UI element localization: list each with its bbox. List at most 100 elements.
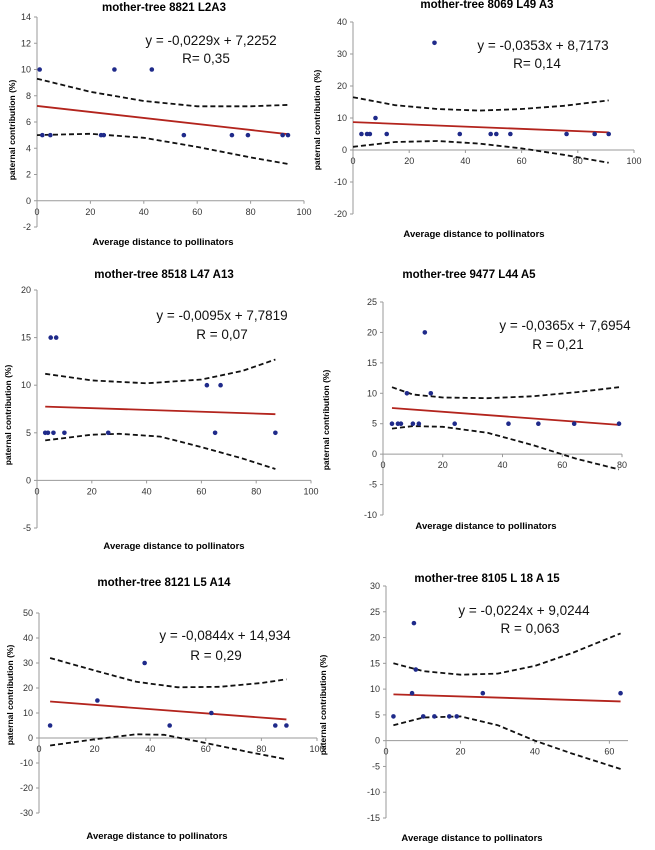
y-tick-label: 0 xyxy=(26,475,31,485)
confidence-band-upper xyxy=(391,386,620,400)
x-tick-label: 100 xyxy=(626,156,641,166)
x-tick-label: 20 xyxy=(455,747,465,757)
x-tick-label: 20 xyxy=(87,486,97,496)
data-point xyxy=(506,421,511,427)
y-tick-label: 20 xyxy=(367,327,377,337)
data-point xyxy=(409,690,415,696)
y-tick-label: 40 xyxy=(337,17,347,27)
confidence-band-lower xyxy=(45,432,276,470)
y-axis-label: paternal contribution (%) xyxy=(3,364,13,466)
y-tick-label: 30 xyxy=(23,658,33,668)
y-axis-label: paternal contribution (%) xyxy=(312,69,322,171)
x-axis-label: Average distance to pollinators xyxy=(403,229,545,240)
regression-line xyxy=(352,121,609,134)
y-tick-label: -20 xyxy=(20,783,33,793)
data-point xyxy=(373,115,378,121)
data-point xyxy=(446,714,452,719)
data-point xyxy=(273,430,278,436)
correlation-label: R = 0,21 xyxy=(532,337,584,352)
correlation-label: R = 0,063 xyxy=(500,621,560,636)
data-point xyxy=(45,430,51,436)
confidence-band-upper xyxy=(352,96,609,112)
x-tick-label: 80 xyxy=(256,744,266,754)
data-point xyxy=(212,430,218,436)
correlation-label: R= 0,35 xyxy=(182,51,230,66)
data-point xyxy=(280,132,285,138)
y-tick-label: 15 xyxy=(370,658,380,668)
regression-line xyxy=(393,693,621,703)
y-tick-label: -5 xyxy=(23,523,31,533)
data-point xyxy=(142,660,147,666)
x-tick-label: 60 xyxy=(201,744,211,754)
data-point xyxy=(37,67,42,72)
data-point xyxy=(454,714,460,719)
y-tick-label: 10 xyxy=(337,113,347,123)
data-point xyxy=(422,330,428,335)
x-tick-label: 100 xyxy=(296,207,311,217)
x-tick-label: 0 xyxy=(34,486,39,496)
data-point xyxy=(209,710,214,716)
y-tick-label: 20 xyxy=(21,285,31,295)
x-tick-label: 20 xyxy=(85,207,95,217)
x-tick-label: 80 xyxy=(251,486,261,496)
confidence-band-upper xyxy=(49,657,287,689)
regression-equation: y = -0,0224x + 9,0244 xyxy=(458,603,590,618)
confidence-band-lower xyxy=(393,715,621,770)
data-point xyxy=(420,714,426,719)
y-tick-label: -10 xyxy=(334,177,347,187)
x-tick-label: 80 xyxy=(573,156,583,166)
correlation-label: R = 0,07 xyxy=(196,327,248,342)
regression-line xyxy=(50,700,287,721)
data-point xyxy=(564,131,569,137)
y-tick-label: 0 xyxy=(372,449,377,459)
data-point xyxy=(432,714,437,719)
confidence-band-lower xyxy=(391,425,620,471)
y-tick-label: 0 xyxy=(28,733,33,743)
x-tick-label: 80 xyxy=(617,460,627,470)
x-tick-label: 40 xyxy=(139,207,149,217)
data-point xyxy=(101,132,107,138)
chart-title: mother-tree 8518 L47 A13 xyxy=(94,269,234,281)
y-tick-label: 5 xyxy=(372,419,377,429)
data-point xyxy=(452,421,457,427)
data-point xyxy=(618,690,623,696)
y-tick-label: 20 xyxy=(337,81,347,91)
x-tick-label: 40 xyxy=(460,156,470,166)
x-tick-label: 60 xyxy=(557,460,567,470)
regression-equation: y = -0,0095x + 7,7819 xyxy=(156,308,288,323)
y-tick-label: 10 xyxy=(367,388,377,398)
data-point xyxy=(416,421,422,427)
data-point xyxy=(384,131,390,137)
regression-equation: y = -0,0229x + 7,2252 xyxy=(145,33,277,48)
y-tick-label: 15 xyxy=(367,358,377,368)
data-point xyxy=(494,131,499,137)
y-tick-label: 0 xyxy=(342,145,347,155)
x-axis-label: Average distance to pollinators xyxy=(92,237,234,248)
y-axis-label: paternal contribution (%) xyxy=(321,369,331,471)
data-point xyxy=(389,421,395,427)
y-tick-label: -10 xyxy=(367,787,380,797)
confidence-band-upper xyxy=(36,77,289,108)
chart-panel-8518: -5 0 5 10 15 20 0 20 40 60 80 100 mother-tree 8518 … xyxy=(0,265,320,565)
y-tick-label: 30 xyxy=(370,581,380,591)
x-tick-label: 20 xyxy=(438,460,448,470)
x-tick-label: 40 xyxy=(145,744,155,754)
y-tick-label: 14 xyxy=(21,12,31,22)
chart-panel-8069: -20 -10 0 10 20 30 40 0 20 40 60 80 100 mother-tree … xyxy=(312,0,655,265)
data-point xyxy=(488,131,493,137)
data-point xyxy=(62,430,67,436)
data-point xyxy=(149,67,155,72)
regression-line xyxy=(391,407,620,426)
x-tick-label: 60 xyxy=(517,156,527,166)
y-tick-label: 10 xyxy=(370,684,380,694)
y-tick-label: 50 xyxy=(23,608,33,618)
data-point xyxy=(229,132,235,138)
regression-equation: y = -0,0353x + 8,7173 xyxy=(477,38,609,53)
y-tick-label: 25 xyxy=(367,297,377,307)
y-tick-label: 6 xyxy=(26,117,31,127)
correlation-label: R = 0,29 xyxy=(190,648,242,663)
data-point xyxy=(616,421,622,427)
chart-title: mother-tree 8069 L49 A3 xyxy=(420,0,554,11)
y-tick-label: 2 xyxy=(26,170,31,180)
